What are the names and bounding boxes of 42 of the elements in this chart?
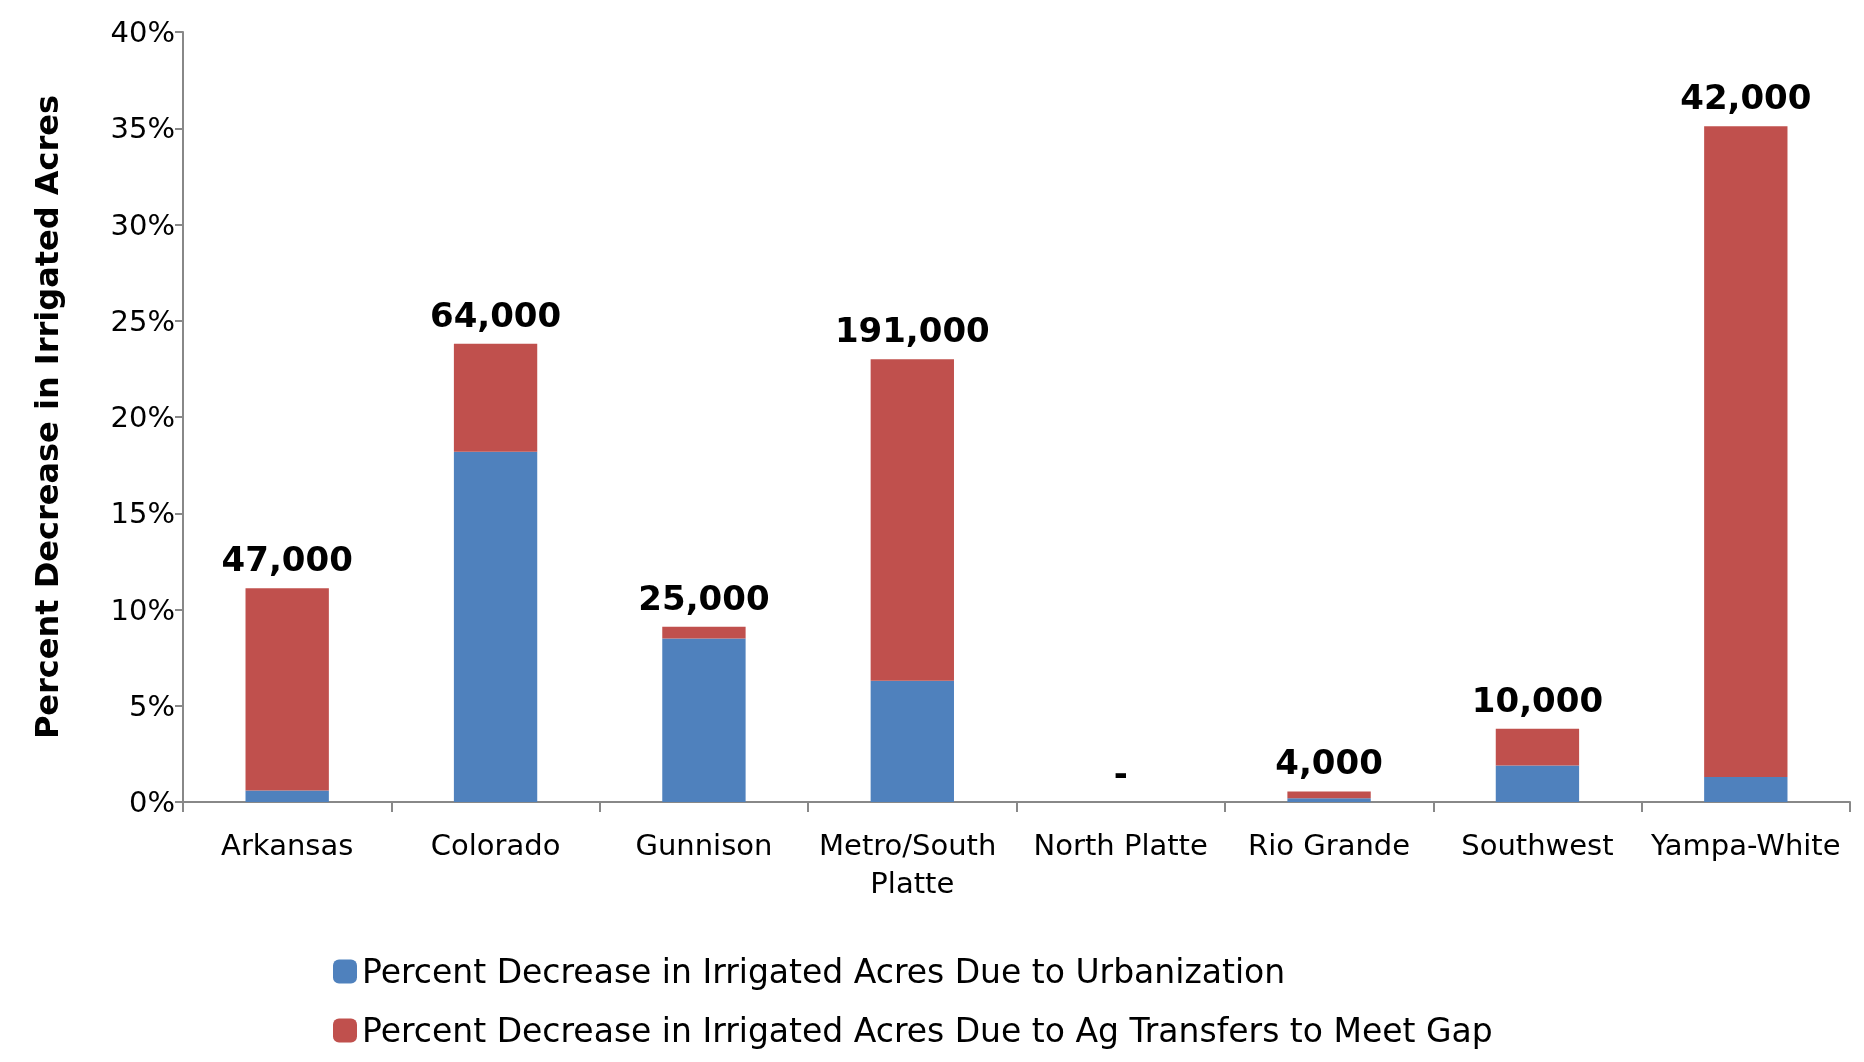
annotation: 64,000 — [429, 294, 562, 335]
bar — [245, 790, 329, 802]
annotation: 42,000 — [1680, 77, 1812, 118]
bar — [662, 638, 746, 802]
x-tick-label: Gunnison — [635, 828, 773, 862]
x-tick-label: Colorado — [430, 828, 561, 862]
y-axis-title: Percent Decrease in Irrigated Acres — [28, 94, 66, 740]
bar — [662, 626, 746, 639]
bar — [870, 680, 954, 802]
y-tick-label: 20% — [110, 400, 175, 434]
y-tick-label: 30% — [110, 207, 175, 242]
bar — [453, 343, 538, 452]
bar — [453, 451, 538, 802]
x-tick-label: Metro/South Platte — [819, 828, 1006, 900]
x-tick-label: Yampa-White — [1650, 828, 1841, 862]
annotation: 25,000 — [638, 577, 770, 618]
bar — [1495, 765, 1580, 802]
annotation: 191,000 — [834, 310, 990, 351]
bar — [1287, 791, 1371, 799]
bar — [1287, 798, 1371, 802]
x-tick-label: Rio Grande — [1248, 828, 1411, 862]
bar — [870, 359, 954, 681]
x-tick-label: Arkansas — [221, 828, 354, 862]
annotation: 47,000 — [221, 539, 353, 580]
x-tick-label: North Platte — [1033, 828, 1208, 862]
y-tick-label: 15% — [110, 496, 175, 531]
bar — [245, 588, 329, 791]
y-tick-label: 40% — [110, 15, 175, 49]
x-tick-label: Southwest — [1461, 828, 1614, 862]
bar — [1495, 728, 1580, 766]
y-tick-label: 0% — [128, 785, 175, 819]
y-tick-label: 10% — [110, 592, 175, 627]
bar — [1704, 126, 1788, 777]
annotation: 10,000 — [1471, 679, 1604, 720]
annotation: - — [1113, 753, 1128, 793]
legend-label: Percent Decrease in Irrigated Acres Due to Urbanization — [362, 952, 1286, 991]
annotation: 4,000 — [1275, 742, 1383, 783]
y-tick-label: 5% — [128, 688, 175, 723]
y-tick-label: 35% — [110, 111, 175, 146]
bar — [1704, 776, 1788, 802]
y-tick-label: 25% — [110, 303, 175, 338]
legend-label: Percent Decrease in Irrigated Acres Due to Ag Transfers to Meet Gap — [362, 1011, 1493, 1050]
